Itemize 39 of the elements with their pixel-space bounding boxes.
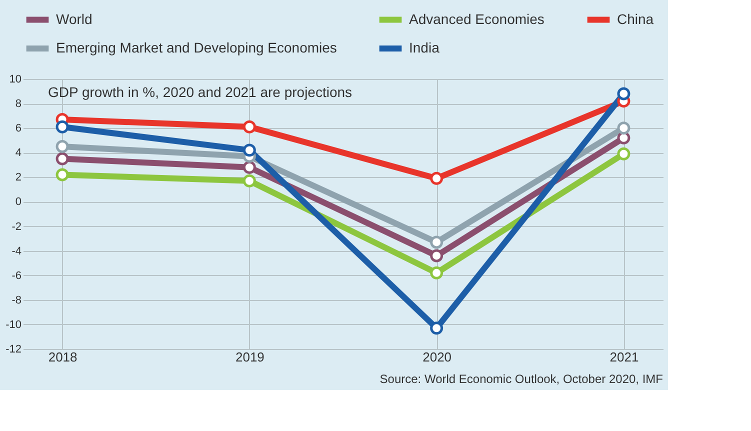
y-tick-label: -4	[12, 245, 22, 258]
x-tick-label: 2021	[610, 350, 639, 364]
point	[617, 87, 630, 100]
y-tick-label: 2	[15, 172, 22, 184]
point	[430, 249, 444, 262]
y-tick-label: 6	[15, 122, 22, 135]
y-tick-label: 4	[15, 147, 22, 160]
legend-label: World	[56, 10, 92, 27]
y-tick-label: -10	[6, 318, 22, 331]
legend-label: Advanced Economies	[409, 10, 544, 27]
y-tick-label: 8	[15, 98, 22, 110]
point	[56, 140, 69, 153]
y-tick-label: -12	[6, 344, 22, 356]
point	[242, 120, 256, 134]
point	[430, 172, 444, 185]
point	[242, 144, 256, 157]
legend-label: Emerging Market and Developing Economies	[56, 40, 337, 56]
point	[56, 168, 69, 182]
point	[430, 236, 444, 249]
y-tick-label: -6	[12, 270, 22, 282]
point	[430, 322, 444, 335]
legend-label: India	[409, 40, 440, 56]
point	[56, 152, 69, 166]
x-tick-label: 2019	[235, 350, 264, 364]
source-note: Source: World Economic Outlook, October 2020, IMF	[380, 372, 663, 386]
y-tick-label: 0	[15, 196, 22, 208]
x-tick-label: 2020	[422, 350, 452, 364]
point	[242, 160, 256, 174]
point	[617, 147, 630, 160]
point	[617, 122, 630, 135]
y-tick-label: 10	[9, 74, 22, 86]
x-tick-label: 2018	[48, 350, 78, 364]
annotation: GDP growth in %, 2020 and 2021 are projections	[48, 84, 352, 100]
point	[56, 120, 69, 134]
y-tick-label: -8	[12, 294, 22, 306]
y-tick-label: -2	[12, 220, 22, 233]
point	[242, 174, 256, 188]
legend-label: China	[617, 10, 654, 27]
point	[430, 266, 444, 280]
